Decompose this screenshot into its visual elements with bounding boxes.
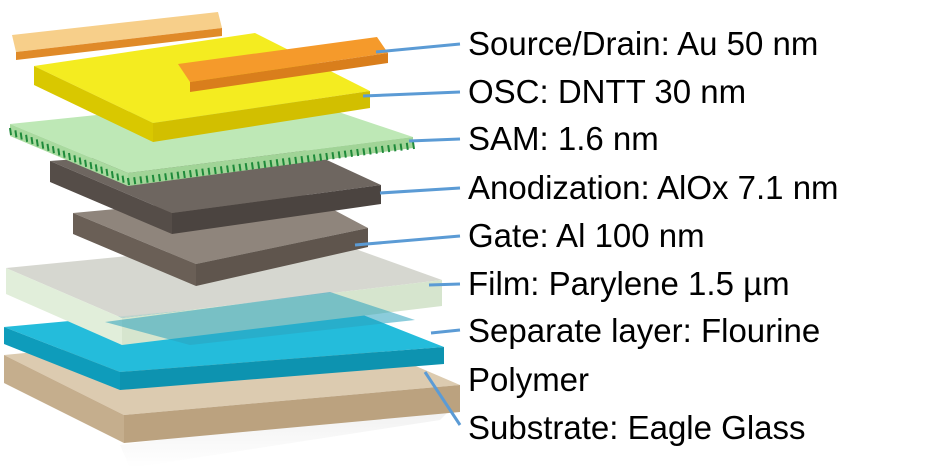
leader-line-osc <box>362 90 461 98</box>
label-separate-layer-line2: Polymer <box>468 361 590 398</box>
leader-line-film <box>428 282 461 287</box>
label-substrate: Substrate: Eagle Glass <box>468 409 806 446</box>
leader-line-substrate <box>423 371 462 426</box>
label-separate-layer: Separate layer: Flourine <box>468 312 821 349</box>
leader-line-sam <box>408 137 461 143</box>
label-gate: Gate: Al 100 nm <box>468 217 705 254</box>
leader-line-source-drain <box>375 42 461 54</box>
label-anodization: Anodization: AlOx 7.1 nm <box>468 169 839 206</box>
label-osc: OSC: DNTT 30 nm <box>468 73 747 110</box>
leader-line-separate <box>430 328 461 335</box>
leader-line-gate <box>354 234 461 247</box>
label-source-drain: Source/Drain: Au 50 nm <box>468 25 819 62</box>
label-film: Film: Parylene 1.5 µm <box>468 265 790 302</box>
leader-line-anodization <box>379 186 461 195</box>
source-drain-electrodes <box>12 12 388 92</box>
leader-lines <box>354 42 462 426</box>
label-sam: SAM: 1.6 nm <box>468 120 659 157</box>
